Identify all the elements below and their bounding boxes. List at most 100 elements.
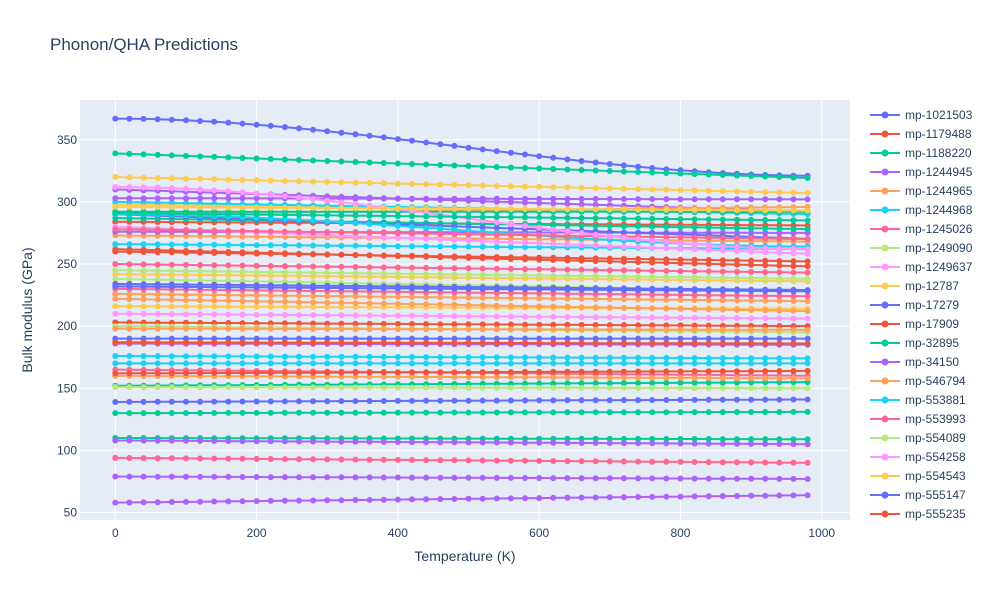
data-point [493, 195, 500, 202]
data-point [564, 241, 571, 248]
data-point [183, 325, 189, 332]
legend-item[interactable]: mp-555235 [870, 507, 966, 521]
legend-item[interactable]: mp-1188220 [870, 146, 972, 160]
legend-item[interactable]: mp-1249090 [870, 241, 973, 255]
data-point [635, 494, 642, 500]
data-point [338, 242, 345, 249]
data-point [620, 223, 627, 230]
data-point [239, 204, 246, 211]
legend-label: mp-1021503 [905, 108, 973, 122]
legend-item[interactable]: mp-1249637 [870, 260, 973, 274]
data-point [281, 284, 288, 291]
data-point [281, 178, 288, 184]
data-point [451, 231, 458, 238]
data-point [409, 321, 415, 327]
legend-item[interactable]: mp-34150 [870, 355, 959, 369]
data-point [451, 384, 458, 391]
data-point [479, 335, 486, 342]
data-point [479, 294, 486, 301]
data-point [536, 409, 543, 416]
legend-item[interactable]: mp-1244945 [870, 165, 973, 179]
data-point [239, 284, 246, 291]
data-point [225, 284, 232, 291]
data-point [606, 243, 613, 250]
legend-label: mp-1249090 [905, 241, 973, 255]
data-point [776, 459, 783, 466]
legend-label: mp-553993 [905, 412, 966, 426]
legend-item[interactable]: mp-555147 [870, 488, 966, 502]
data-point [465, 163, 472, 169]
data-point [507, 409, 514, 416]
legend-marker [881, 206, 889, 214]
data-point [324, 312, 331, 319]
legend-item[interactable]: mp-1245026 [870, 222, 973, 236]
data-point [536, 303, 543, 310]
data-point [592, 340, 599, 347]
data-point [522, 286, 528, 293]
legend-item[interactable]: mp-1179488 [870, 127, 972, 141]
data-point [197, 360, 204, 367]
legend-item[interactable]: mp-554089 [870, 431, 966, 445]
legend-item[interactable]: mp-553881 [870, 393, 966, 407]
data-point [578, 435, 585, 442]
data-point [423, 294, 430, 301]
data-point [197, 277, 204, 284]
data-point [649, 493, 656, 500]
data-point [620, 287, 627, 293]
data-point [112, 339, 119, 346]
data-point [776, 288, 783, 295]
data-point [239, 353, 246, 360]
data-point [423, 409, 430, 416]
data-point [140, 370, 147, 377]
data-point [550, 254, 557, 261]
data-point [620, 435, 627, 442]
data-point [352, 360, 359, 367]
legend-item[interactable]: mp-553993 [870, 412, 966, 426]
data-point [705, 396, 712, 403]
data-point [776, 225, 783, 232]
legend-item[interactable]: mp-17909 [870, 317, 959, 331]
data-point [804, 408, 811, 415]
legend-item[interactable]: mp-554543 [870, 469, 966, 483]
data-point [423, 384, 430, 391]
data-point [352, 159, 359, 165]
data-point [691, 256, 698, 263]
legend-item[interactable]: mp-1244968 [870, 203, 973, 217]
legend[interactable]: mp-1021503 mp-1179488 mp-1188220 mp-1244945… [870, 108, 973, 521]
data-point [296, 339, 302, 346]
data-point [804, 326, 811, 333]
data-point [380, 293, 387, 300]
data-point [338, 497, 345, 504]
data-point [734, 355, 740, 362]
legend-item[interactable]: mp-32895 [870, 336, 959, 350]
legend-item[interactable]: mp-546794 [870, 374, 966, 388]
legend-item[interactable]: mp-554258 [870, 450, 966, 464]
data-point [776, 245, 783, 252]
data-point [578, 340, 585, 347]
data-point [366, 221, 373, 227]
data-point [564, 295, 571, 302]
data-point [267, 204, 274, 211]
data-point [493, 340, 500, 346]
data-point [734, 360, 740, 367]
x-tick-label: 200 [247, 526, 267, 540]
data-point [522, 374, 528, 381]
data-point [211, 233, 218, 240]
data-point [197, 227, 204, 234]
legend-item[interactable]: mp-12787 [870, 279, 959, 293]
legend-item[interactable]: mp-1021503 [870, 108, 973, 122]
data-point [324, 218, 331, 225]
data-point [253, 438, 260, 445]
data-point [437, 321, 444, 328]
legend-item[interactable]: mp-17279 [870, 298, 959, 312]
data-point [635, 273, 642, 280]
data-point [776, 229, 783, 236]
legend-item[interactable]: mp-1244965 [870, 184, 973, 198]
data-point [168, 199, 175, 206]
data-point [620, 291, 627, 298]
data-point [225, 303, 232, 310]
data-point [804, 298, 811, 305]
data-point [677, 440, 684, 447]
data-point [592, 296, 599, 302]
data-point [154, 199, 161, 206]
